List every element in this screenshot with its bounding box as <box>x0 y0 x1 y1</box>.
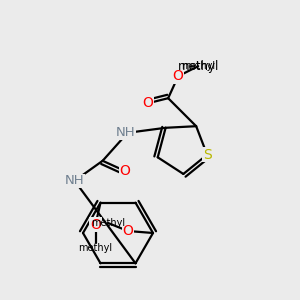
Text: methyl: methyl <box>91 218 125 228</box>
Text: NH: NH <box>116 126 136 139</box>
Text: NH: NH <box>65 174 85 187</box>
Text: O: O <box>123 224 134 238</box>
Text: methyl: methyl <box>78 243 112 253</box>
Text: O: O <box>143 96 154 110</box>
Text: O: O <box>119 164 130 178</box>
Text: methyl: methyl <box>178 60 219 73</box>
Text: O: O <box>173 69 184 83</box>
Text: S: S <box>203 148 212 162</box>
Text: methyl: methyl <box>181 61 215 71</box>
Text: O: O <box>90 218 101 232</box>
